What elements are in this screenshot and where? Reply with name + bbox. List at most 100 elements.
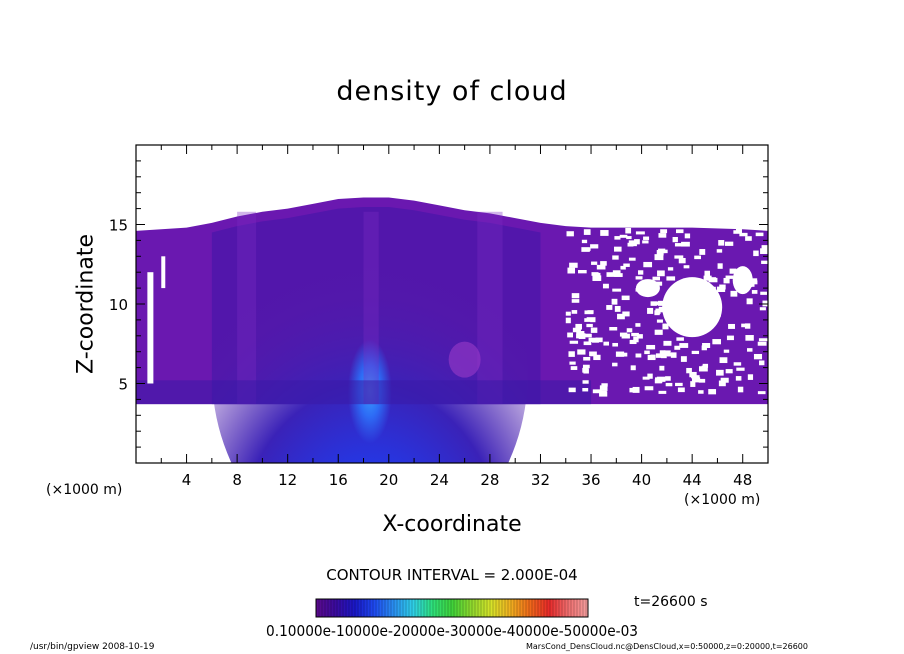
sparse-gap — [612, 362, 618, 367]
sparse-gap — [747, 348, 753, 352]
sparse-gap — [589, 351, 597, 357]
sparse-gap — [726, 335, 734, 341]
sparse-gap — [612, 288, 622, 292]
sparse-gap — [761, 260, 768, 264]
sparse-gap — [663, 350, 671, 356]
sparse-gap — [694, 255, 701, 260]
sparse-gap — [647, 373, 653, 379]
sparse-gap — [603, 341, 610, 346]
contour-interval: CONTOUR INTERVAL = 2.000E-04 — [326, 566, 578, 584]
sparse-gap — [567, 267, 576, 274]
sparse-gap — [730, 290, 738, 297]
sparse-gap — [626, 328, 633, 333]
sparse-gap — [147, 272, 154, 384]
x-tick-label: 4 — [182, 471, 192, 489]
sparse-gap — [758, 338, 768, 342]
sparse-gap — [680, 356, 687, 362]
x-tick-label: 44 — [683, 471, 702, 489]
colorbar-labels: 0.10000e-10000e-20000e-30000e-40000e-500… — [266, 622, 638, 640]
footer-left: /usr/bin/gpview 2008-10-19 — [30, 642, 155, 652]
sparse-gap — [677, 387, 685, 393]
sparse-gap — [718, 380, 726, 387]
time-label: t=26600 s — [634, 594, 708, 610]
colorbar-frame — [315, 598, 589, 618]
sparse-gap — [748, 278, 758, 283]
sparse-gap — [642, 240, 649, 244]
sparse-gap — [606, 272, 615, 277]
sparse-gap — [760, 248, 768, 254]
sparse-gap — [569, 340, 579, 344]
y-tick-label: 10 — [109, 296, 128, 314]
sparse-gap — [662, 323, 669, 330]
sparse-gap — [628, 240, 637, 247]
sparse-gap — [691, 377, 701, 383]
sparse-gap — [632, 386, 640, 393]
sparse-gap — [667, 267, 674, 271]
density-patch — [448, 341, 481, 378]
chart-title: density of cloud — [336, 76, 568, 107]
sparse-gap — [703, 275, 712, 281]
sparse-gap — [609, 326, 618, 331]
sparse-gap — [591, 261, 598, 265]
sparse-gap — [643, 236, 650, 240]
sparse-gap — [584, 318, 593, 322]
sparse-gap — [582, 388, 589, 392]
x-tick-label: 48 — [733, 471, 752, 489]
sparse-gap — [583, 341, 592, 346]
sparse-gap — [679, 343, 689, 348]
sparse-gap — [757, 391, 766, 395]
sparse-gap — [629, 339, 637, 345]
sparse-gap — [592, 275, 602, 281]
sparse-gap — [592, 338, 599, 343]
sparse-gap — [753, 250, 759, 257]
sparse-gap — [571, 293, 580, 299]
sparse-gap — [569, 262, 578, 268]
x-tick-label: 32 — [531, 471, 550, 489]
x-tick-label: 24 — [430, 471, 449, 489]
sparse-hole — [662, 277, 723, 338]
sparse-gap — [719, 357, 728, 364]
sparse-gap — [644, 386, 654, 391]
y-tick-label: 5 — [118, 376, 128, 394]
sparse-gap — [622, 311, 630, 317]
y-axis-label: Z-coordinate — [73, 234, 99, 374]
sparse-gap — [601, 383, 608, 387]
sparse-gap — [698, 390, 704, 394]
sparse-gap — [729, 268, 737, 274]
x-tick-label: 12 — [278, 471, 297, 489]
sparse-gap — [654, 254, 664, 261]
sparse-gap — [590, 327, 598, 333]
sparse-gap — [663, 340, 672, 346]
sparse-gap — [576, 331, 585, 335]
sparse-gap — [600, 261, 607, 266]
sparse-gap — [614, 246, 622, 252]
sparse-gap — [576, 333, 582, 339]
sparse-gap — [593, 354, 601, 361]
sparse-gap — [644, 350, 650, 355]
sparse-gap — [614, 273, 623, 277]
sparse-gap — [761, 245, 768, 249]
sparse-gap — [686, 367, 692, 374]
sparse-gap — [577, 349, 586, 355]
sparse-gap — [681, 241, 690, 247]
colorbar: 0.10000e-10000e-20000e-30000e-40000e-500… — [266, 598, 638, 640]
y-tick-label: 15 — [109, 217, 128, 235]
sparse-gap — [659, 350, 666, 356]
sparse-gap — [724, 241, 734, 246]
sparse-gap — [592, 389, 602, 394]
x-unit-right: (×1000 m) — [684, 492, 761, 508]
sparse-gap — [676, 337, 684, 341]
sparse-gap — [718, 240, 725, 246]
striation-band — [363, 211, 379, 405]
sparse-gap — [612, 342, 619, 347]
sparse-gap — [716, 369, 724, 376]
sparse-gap — [733, 230, 741, 234]
sparse-gap — [565, 317, 571, 324]
sparse-gap — [628, 257, 636, 261]
sparse-gap — [635, 276, 643, 280]
sparse-gap — [660, 229, 668, 234]
sparse-gap — [675, 382, 683, 387]
sparse-gap — [691, 350, 700, 355]
sparse-gap — [655, 353, 663, 358]
sparse-gap — [582, 364, 590, 369]
